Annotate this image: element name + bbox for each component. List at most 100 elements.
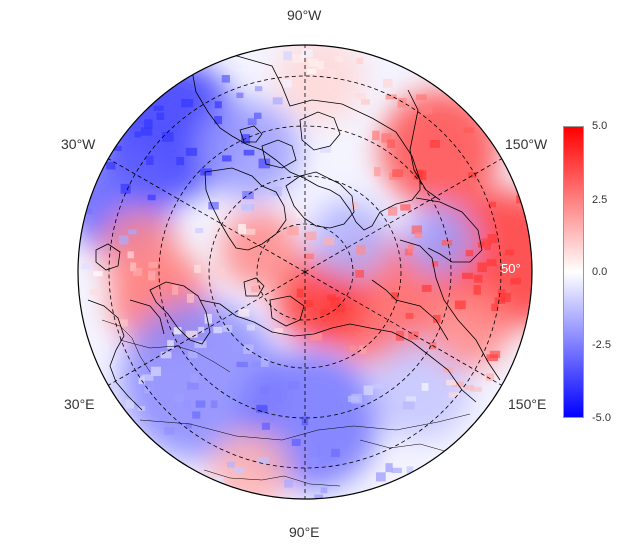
anomaly-cell: [405, 312, 414, 319]
anomaly-cell: [494, 297, 506, 304]
anomaly-cell: [137, 51, 144, 60]
anomaly-cell: [463, 127, 475, 133]
anomaly-cell: [161, 131, 174, 142]
anomaly-cell: [210, 45, 221, 52]
svalbard-coast: [243, 277, 265, 297]
anomaly-cell: [411, 225, 423, 234]
anomaly-cell: [307, 58, 318, 67]
anomaly-cell: [210, 400, 218, 408]
anomaly-cell: [414, 232, 423, 239]
anomaly-cell: [296, 288, 304, 298]
anomaly-cell: [305, 300, 314, 308]
anomaly-cell: [372, 130, 380, 141]
anomaly-cell: [513, 85, 521, 92]
anomaly-cell: [310, 332, 323, 341]
anomaly-cell: [473, 285, 481, 295]
anomaly-cell: [524, 48, 532, 55]
anomaly-cell: [522, 92, 532, 103]
scandinavia-coast: [149, 281, 211, 345]
anomaly-cell: [172, 285, 179, 295]
anomaly-cell: [486, 354, 499, 362]
anomaly-cell: [81, 263, 91, 270]
greenland-coast: [204, 167, 287, 251]
anomaly-cell: [222, 155, 232, 162]
anomaly-cell: [331, 448, 340, 458]
anomaly-cell: [387, 206, 398, 216]
anomaly-cell: [400, 204, 411, 211]
anomaly-cell: [101, 393, 109, 402]
anomaly-cell: [406, 482, 415, 490]
anomaly-cell: [488, 201, 497, 207]
anomaly-cell: [137, 405, 146, 412]
anomaly-region: [405, 205, 475, 275]
anomaly-cell: [134, 131, 141, 138]
anomaly-cell: [512, 113, 521, 119]
anomaly-cell: [405, 51, 413, 58]
anomaly-cell: [93, 271, 103, 277]
anomaly-cell: [481, 419, 493, 427]
anomaly-cell: [482, 121, 494, 132]
anomaly-cell: [286, 226, 299, 236]
latitude-label-50: 50°: [501, 261, 521, 276]
anomaly-cell: [536, 345, 546, 351]
anomaly-cell: [454, 300, 466, 310]
alaska-coast: [415, 197, 483, 263]
anomaly-cell: [272, 97, 283, 105]
anomaly-cell: [112, 145, 122, 151]
anomaly-cell: [510, 277, 522, 285]
anomaly-cell: [97, 61, 107, 68]
map-boundary: [77, 44, 533, 500]
anomaly-cell: [89, 289, 101, 296]
anomaly-region: [370, 340, 470, 440]
anomaly-cell: [349, 345, 357, 351]
anomaly-region: [100, 210, 180, 290]
anomaly-cell: [408, 243, 415, 253]
anomaly-cell: [387, 139, 396, 149]
anomaly-cell: [416, 94, 427, 101]
longitude-label-30e: 30°E: [64, 396, 95, 412]
anomaly-cell: [181, 98, 194, 108]
anomaly-cell: [355, 93, 367, 100]
arctic-archipelago-coast: [285, 171, 355, 229]
anomaly-cell: [383, 78, 393, 88]
anomaly-cell: [272, 186, 282, 196]
anomaly-cell: [260, 386, 270, 394]
anomaly-cell: [519, 192, 529, 201]
anomaly-cell: [421, 104, 433, 115]
anomaly-cell: [214, 115, 223, 125]
anomaly-cell: [242, 191, 254, 200]
anomaly-cell: [145, 155, 154, 165]
anomaly-cell: [433, 314, 441, 323]
anomaly-cell: [173, 327, 182, 335]
anomaly-cell: [125, 399, 134, 409]
anomaly-cell: [351, 202, 359, 210]
anomaly-cell: [505, 249, 514, 256]
anomaly-cell: [185, 422, 192, 429]
anomaly-cell: [130, 262, 137, 272]
anomaly-cell: [473, 274, 483, 283]
anomaly-cell: [536, 239, 545, 248]
anomaly-cell: [316, 61, 324, 70]
graticule: [94, 45, 516, 499]
anomaly-cell: [284, 479, 293, 488]
anomaly-cell: [123, 105, 134, 116]
anomaly-cell: [372, 383, 384, 389]
anomaly-cell: [429, 140, 440, 148]
anomaly-cell: [183, 399, 191, 409]
colorbar: [563, 126, 584, 418]
anomaly-cell: [314, 494, 324, 499]
anomaly-cell: [351, 393, 363, 404]
anomaly-cell: [500, 293, 511, 303]
anomaly-cell: [186, 293, 194, 303]
siberia-coast: [399, 239, 501, 381]
anomaly-cell: [258, 158, 271, 169]
anomaly-cell: [431, 261, 439, 267]
anomaly-cell: [464, 384, 474, 391]
anomaly-cell: [274, 328, 283, 335]
anomaly-cell: [437, 463, 449, 471]
anomaly-cell: [140, 127, 153, 136]
longitude-label-150w: 150°W: [505, 136, 548, 152]
anomaly-cell: [144, 119, 153, 129]
anomaly-cell: [501, 98, 512, 104]
anomaly-cell: [83, 208, 92, 215]
